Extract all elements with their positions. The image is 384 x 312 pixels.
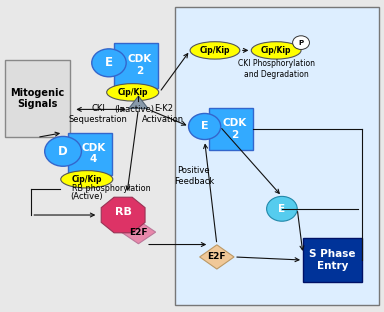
Text: (Inactive): (Inactive) — [114, 105, 155, 114]
FancyBboxPatch shape — [209, 108, 253, 150]
Circle shape — [45, 136, 81, 166]
FancyBboxPatch shape — [114, 43, 157, 88]
Polygon shape — [129, 96, 148, 109]
Text: RB phosphorylation: RB phosphorylation — [72, 184, 151, 193]
Text: E2F: E2F — [208, 252, 226, 261]
Text: P: P — [298, 40, 304, 46]
Text: E2F: E2F — [129, 227, 148, 236]
FancyBboxPatch shape — [68, 133, 112, 175]
Text: S Phase
Entry: S Phase Entry — [310, 249, 356, 271]
FancyBboxPatch shape — [5, 60, 70, 137]
Text: CKI Phosphorylation
and Degradation: CKI Phosphorylation and Degradation — [238, 59, 314, 79]
Text: CDK
4: CDK 4 — [81, 143, 106, 164]
Circle shape — [189, 114, 221, 139]
Text: E: E — [201, 121, 209, 131]
Text: (Active): (Active) — [71, 192, 103, 201]
Text: Mitogenic
Signals: Mitogenic Signals — [10, 88, 64, 109]
Ellipse shape — [190, 42, 240, 59]
Ellipse shape — [251, 42, 301, 59]
Text: Positive
Feedback: Positive Feedback — [174, 167, 214, 186]
Text: E: E — [278, 204, 285, 214]
FancyBboxPatch shape — [175, 7, 379, 305]
Polygon shape — [101, 197, 145, 233]
Text: CDK
2: CDK 2 — [127, 54, 152, 76]
Text: CDK
2: CDK 2 — [223, 118, 247, 140]
FancyBboxPatch shape — [303, 238, 362, 282]
Text: Cip/Kip: Cip/Kip — [71, 175, 102, 184]
Ellipse shape — [107, 84, 159, 101]
Circle shape — [266, 196, 297, 221]
Circle shape — [92, 49, 126, 77]
Text: E-K2
Activation: E-K2 Activation — [142, 105, 184, 124]
Polygon shape — [121, 221, 156, 244]
Text: Cip/Kip: Cip/Kip — [261, 46, 291, 55]
Text: Cip/Kip: Cip/Kip — [200, 46, 230, 55]
Text: RB: RB — [115, 207, 132, 217]
Text: E: E — [105, 56, 113, 69]
Polygon shape — [200, 245, 234, 269]
Ellipse shape — [61, 171, 113, 188]
Text: CKI
Sequestration: CKI Sequestration — [69, 105, 128, 124]
Text: D: D — [58, 145, 68, 158]
Circle shape — [293, 36, 310, 50]
Text: Cip/Kip: Cip/Kip — [118, 88, 148, 97]
